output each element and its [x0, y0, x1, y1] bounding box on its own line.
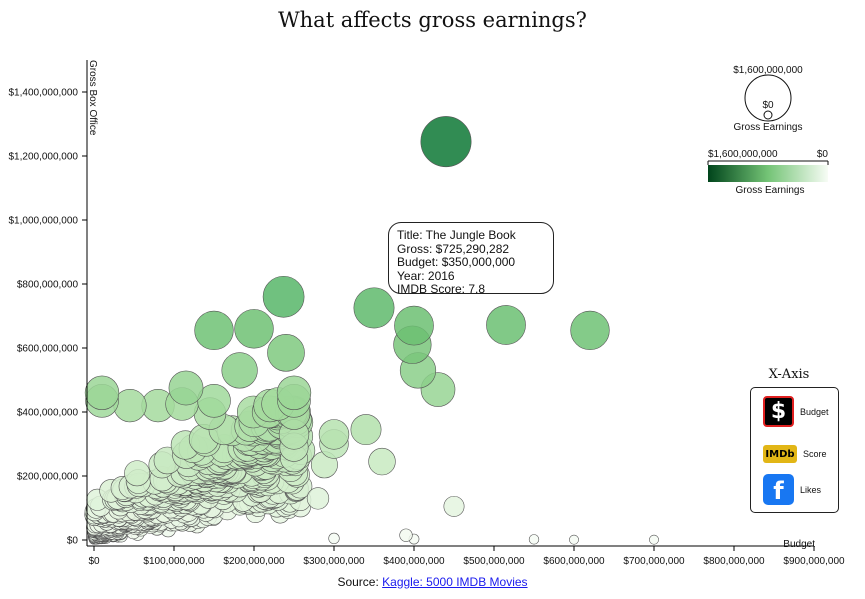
xaxis-likes-button[interactable]: f Likes [763, 474, 821, 505]
size-legend-min-circle [763, 110, 773, 120]
movie-bubble[interactable] [570, 310, 610, 351]
x-tick-label: $0 [88, 556, 100, 567]
facebook-icon: f [763, 474, 794, 505]
movie-bubble[interactable] [649, 534, 659, 545]
movie-bubble[interactable] [350, 414, 382, 446]
y-axis-label: Gross Box Office [87, 60, 98, 136]
movie-bubble[interactable] [420, 116, 472, 168]
x-tick-label: $200,000,000 [223, 556, 285, 567]
x-axis-label: Budget [783, 539, 815, 550]
xaxis-score-button[interactable]: IMDb Score [763, 445, 827, 463]
legend-layer: $1,600,000,000 $0 Gross Earnings $1,600,000… [707, 65, 829, 196]
x-tick-label: $800,000,000 [703, 556, 765, 567]
x-tick-label: $100,000,000 [143, 556, 205, 567]
x-tick-label: $700,000,000 [623, 556, 685, 567]
movie-bubble[interactable] [528, 534, 540, 545]
movie-bubble[interactable] [262, 275, 305, 318]
movie-bubble[interactable] [276, 375, 312, 410]
axes-layer: $0 $100,000,000 $200,000,000 $300,000,000 $4… [8, 60, 845, 567]
selected-movie-bubble[interactable] [353, 287, 395, 329]
size-legend-max-circle [744, 74, 792, 122]
movie-bubble[interactable] [486, 305, 526, 345]
source-link[interactable]: Kaggle: 5000 IMDB Movies [382, 575, 528, 589]
y-tick-label: $400,000,000 [17, 408, 79, 419]
chart-title: What affects gross earnings? [278, 8, 587, 32]
color-legend-right-label: $0 [817, 149, 829, 160]
y-tick-label: $200,000,000 [17, 472, 79, 483]
movie-bubble[interactable] [368, 447, 396, 476]
movie-bubble[interactable] [234, 309, 274, 349]
xaxis-panel-title: X-Axis [768, 367, 810, 382]
x-tick-label: $400,000,000 [383, 556, 445, 567]
y-tick-label: $1,200,000,000 [8, 152, 78, 163]
bubble-layer [84, 116, 659, 545]
movie-bubble[interactable] [318, 419, 350, 450]
color-legend-left-label: $1,600,000,000 [708, 149, 778, 160]
tooltip-title: Title: The Jungle Book [397, 228, 516, 242]
x-tick-label: $600,000,000 [543, 556, 605, 567]
source-line: Source: Kaggle: 5000 IMDB Movies [0, 575, 865, 589]
movie-bubble[interactable] [399, 528, 413, 542]
tooltip-gross: Gross: $725,290,282 [397, 241, 510, 256]
x-tick-label: $500,000,000 [463, 556, 525, 567]
movie-bubble[interactable] [124, 460, 151, 487]
size-legend-title: Gross Earnings [734, 122, 803, 133]
movie-bubble[interactable] [306, 487, 330, 510]
xaxis-score-label: Score [803, 449, 827, 459]
x-tick-label: $900,000,000 [783, 556, 845, 567]
movie-bubble[interactable] [84, 375, 120, 410]
x-tick-label: $300,000,000 [303, 556, 365, 567]
movie-bubble[interactable] [394, 305, 434, 346]
y-tick-label: $1,400,000,000 [8, 88, 78, 99]
xaxis-budget-label: Budget [800, 406, 829, 417]
y-tick-label: $600,000,000 [17, 344, 79, 355]
movie-bubble[interactable] [221, 352, 258, 389]
movie-bubble[interactable] [443, 495, 465, 517]
tooltip-budget: Budget: $350,000,000 [397, 255, 516, 269]
y-tick-label: $0 [67, 536, 79, 547]
y-tick-label: $800,000,000 [17, 280, 79, 291]
source-prefix: Source: [337, 575, 383, 589]
size-legend-max-label: $1,600,000,000 [733, 65, 803, 76]
tooltip-imdb-score: IMDB Score: 7.8 [397, 282, 486, 296]
color-legend-gradient [708, 165, 828, 182]
movie-bubble[interactable] [328, 532, 340, 545]
dollar-icon: $ [763, 396, 794, 427]
movie-bubble[interactable] [168, 370, 204, 406]
size-legend-min-label: $0 [762, 100, 774, 111]
xaxis-selector-panel: $ Budget IMDb Score f Likes [750, 387, 839, 513]
y-tick-label: $1,000,000,000 [8, 216, 78, 227]
movie-bubble[interactable] [267, 333, 305, 372]
xaxis-likes-label: Likes [800, 484, 822, 495]
tooltip-year: Year: 2016 [397, 268, 455, 283]
movie-bubble[interactable] [569, 534, 579, 545]
xaxis-budget-button[interactable]: $ Budget [763, 396, 829, 427]
movie-tooltip: Title: The Jungle Book Gross: $725,290,2… [388, 222, 554, 296]
color-legend-title: Gross Earnings [736, 185, 805, 196]
imdb-icon: IMDb [763, 445, 797, 463]
movie-bubble[interactable] [194, 310, 234, 351]
